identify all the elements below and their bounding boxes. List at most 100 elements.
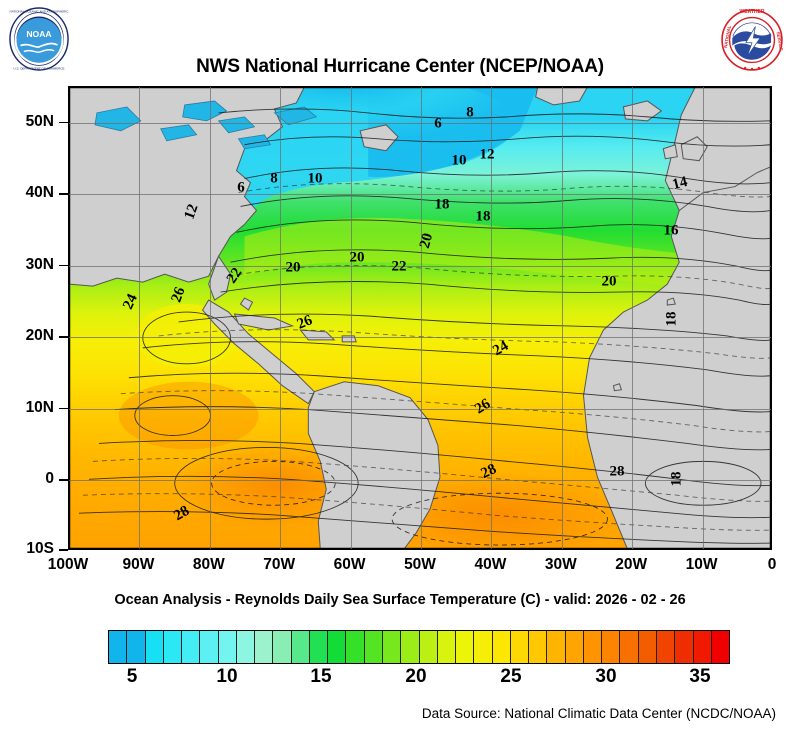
contour-label: 18	[475, 208, 491, 225]
colorbar-swatches[interactable]	[108, 630, 730, 664]
colorbar-swatch-17	[419, 631, 438, 663]
graticule-lon-60w	[350, 87, 352, 549]
contour-label: 8	[270, 170, 278, 187]
x-axis-label: 80W	[192, 556, 225, 573]
axis-tick	[351, 86, 353, 87]
data-source-note: Data Source: National Climatic Data Cent…	[421, 706, 776, 721]
y-axis-label: 10N	[25, 399, 54, 416]
x-axis-label: 50W	[404, 556, 436, 573]
y-axis-label: 30N	[25, 256, 54, 273]
graticule-lat-40n	[69, 194, 771, 195]
contour-label: 18	[663, 311, 680, 327]
colorbar-swatch-3	[163, 631, 183, 663]
axis-tick	[421, 549, 423, 550]
x-axis-label: 0	[767, 556, 777, 573]
sst-map[interactable]: 6 8 10 12 14 16 18 18 6 8 10 12 20 20 20…	[68, 86, 772, 550]
colorbar-swatch-1	[127, 631, 146, 663]
colorbar-swatch-7	[236, 631, 256, 663]
colorbar-tick-label: 10	[216, 666, 238, 687]
colorbar-tick-label: 35	[689, 666, 711, 687]
svg-text:WEATHER: WEATHER	[740, 9, 765, 15]
landmass-layer	[69, 87, 771, 549]
colorbar[interactable]	[108, 630, 730, 664]
contour-label: 28	[609, 463, 625, 480]
axis-tick	[280, 86, 282, 87]
contour-label: 6	[237, 179, 245, 196]
contour-label: 6	[434, 115, 442, 132]
graticule-lon-90w	[139, 87, 141, 549]
graticule-lon-20w	[632, 87, 634, 549]
axis-tick	[703, 86, 705, 87]
colorbar-swatch-21	[492, 631, 511, 663]
contour-label: 20	[349, 249, 365, 266]
noaa-logo: NOAA NATIONAL OCEANIC AND ATMOSPHERIC U.…	[9, 7, 70, 71]
colorbar-swatch-26	[583, 631, 603, 663]
axis-tick	[59, 264, 68, 266]
graticule-lat-20n	[69, 337, 771, 338]
colorbar-swatch-29	[638, 631, 657, 663]
axis-tick	[421, 86, 423, 87]
contour-label: 10	[307, 170, 323, 187]
colorbar-swatch-16	[401, 631, 420, 663]
colorbar-swatch-2	[145, 631, 164, 663]
svg-text:U.S. DEPARTMENT OF COMMERCE: U.S. DEPARTMENT OF COMMERCE	[14, 66, 65, 70]
y-axis-label: 50N	[25, 113, 54, 130]
axis-tick	[632, 86, 634, 87]
axis-tick	[59, 479, 68, 481]
axis-tick	[59, 121, 68, 124]
graticule-lon-10w	[702, 87, 704, 549]
x-axis-label: 100W	[47, 556, 89, 573]
axis-tick	[351, 549, 353, 550]
colorbar-swatch-28	[620, 631, 639, 663]
contour-label: 12	[479, 146, 495, 163]
colorbar-swatch-14	[364, 631, 383, 663]
contour-label: 18	[434, 196, 450, 213]
colorbar-swatch-18	[437, 631, 457, 663]
axis-tick	[562, 86, 564, 87]
axis-tick	[59, 407, 68, 409]
axis-tick	[139, 86, 141, 87]
colorbar-swatch-31	[675, 631, 694, 663]
y-axis-label: 0	[45, 470, 54, 487]
isotherm-contours	[78, 108, 771, 546]
contour-label: 20	[601, 273, 617, 290]
colorbar-swatch-12	[328, 631, 347, 663]
colorbar-swatch-9	[273, 631, 292, 663]
contour-label: 18	[668, 471, 685, 487]
axis-tick	[280, 549, 282, 550]
colorbar-swatch-13	[346, 631, 365, 663]
nws-logo: WEATHER NATIONAL SERVICE	[721, 9, 784, 71]
colorbar-swatch-24	[547, 631, 566, 663]
colorbar-swatch-27	[602, 631, 621, 663]
graticule-lat-30n	[69, 265, 771, 267]
graticule-lon-80w	[209, 87, 211, 549]
great-lakes	[94, 100, 318, 150]
x-axis-label: 30W	[544, 556, 577, 573]
colorbar-swatch-4	[182, 631, 201, 663]
colorbar-swatch-15	[382, 631, 402, 663]
colorbar-swatch-6	[218, 631, 237, 663]
axis-tick	[491, 86, 493, 87]
svg-text:NOAA: NOAA	[26, 29, 51, 39]
colorbar-swatch-32	[693, 631, 712, 663]
colorbar-tick-label: 25	[500, 666, 522, 687]
axis-tick	[59, 336, 68, 338]
axis-tick	[562, 549, 564, 550]
contour-label: 20	[285, 259, 301, 276]
axis-tick	[59, 549, 68, 551]
svg-text:SERVICE: SERVICE	[775, 31, 783, 51]
map-caption: Ocean Analysis - Reynolds Daily Sea Surf…	[114, 592, 686, 608]
axis-tick	[210, 549, 212, 550]
graticule-lon-70w	[280, 87, 282, 549]
svg-text:NATIONAL: NATIONAL	[723, 25, 732, 49]
colorbar-tick-label: 30	[595, 666, 617, 687]
svg-text:NATIONAL OCEANIC AND ATMOSPHER: NATIONAL OCEANIC AND ATMOSPHERIC	[10, 10, 70, 14]
axis-tick	[632, 549, 634, 550]
colorbar-swatch-23	[529, 631, 548, 663]
colorbar-swatch-8	[255, 631, 274, 663]
contour-label: 8	[466, 104, 474, 121]
colorbar-swatch-11	[309, 631, 329, 663]
colorbar-swatch-5	[200, 631, 219, 663]
x-axis-label: 60W	[333, 556, 366, 573]
x-axis-label: 40W	[474, 556, 507, 573]
